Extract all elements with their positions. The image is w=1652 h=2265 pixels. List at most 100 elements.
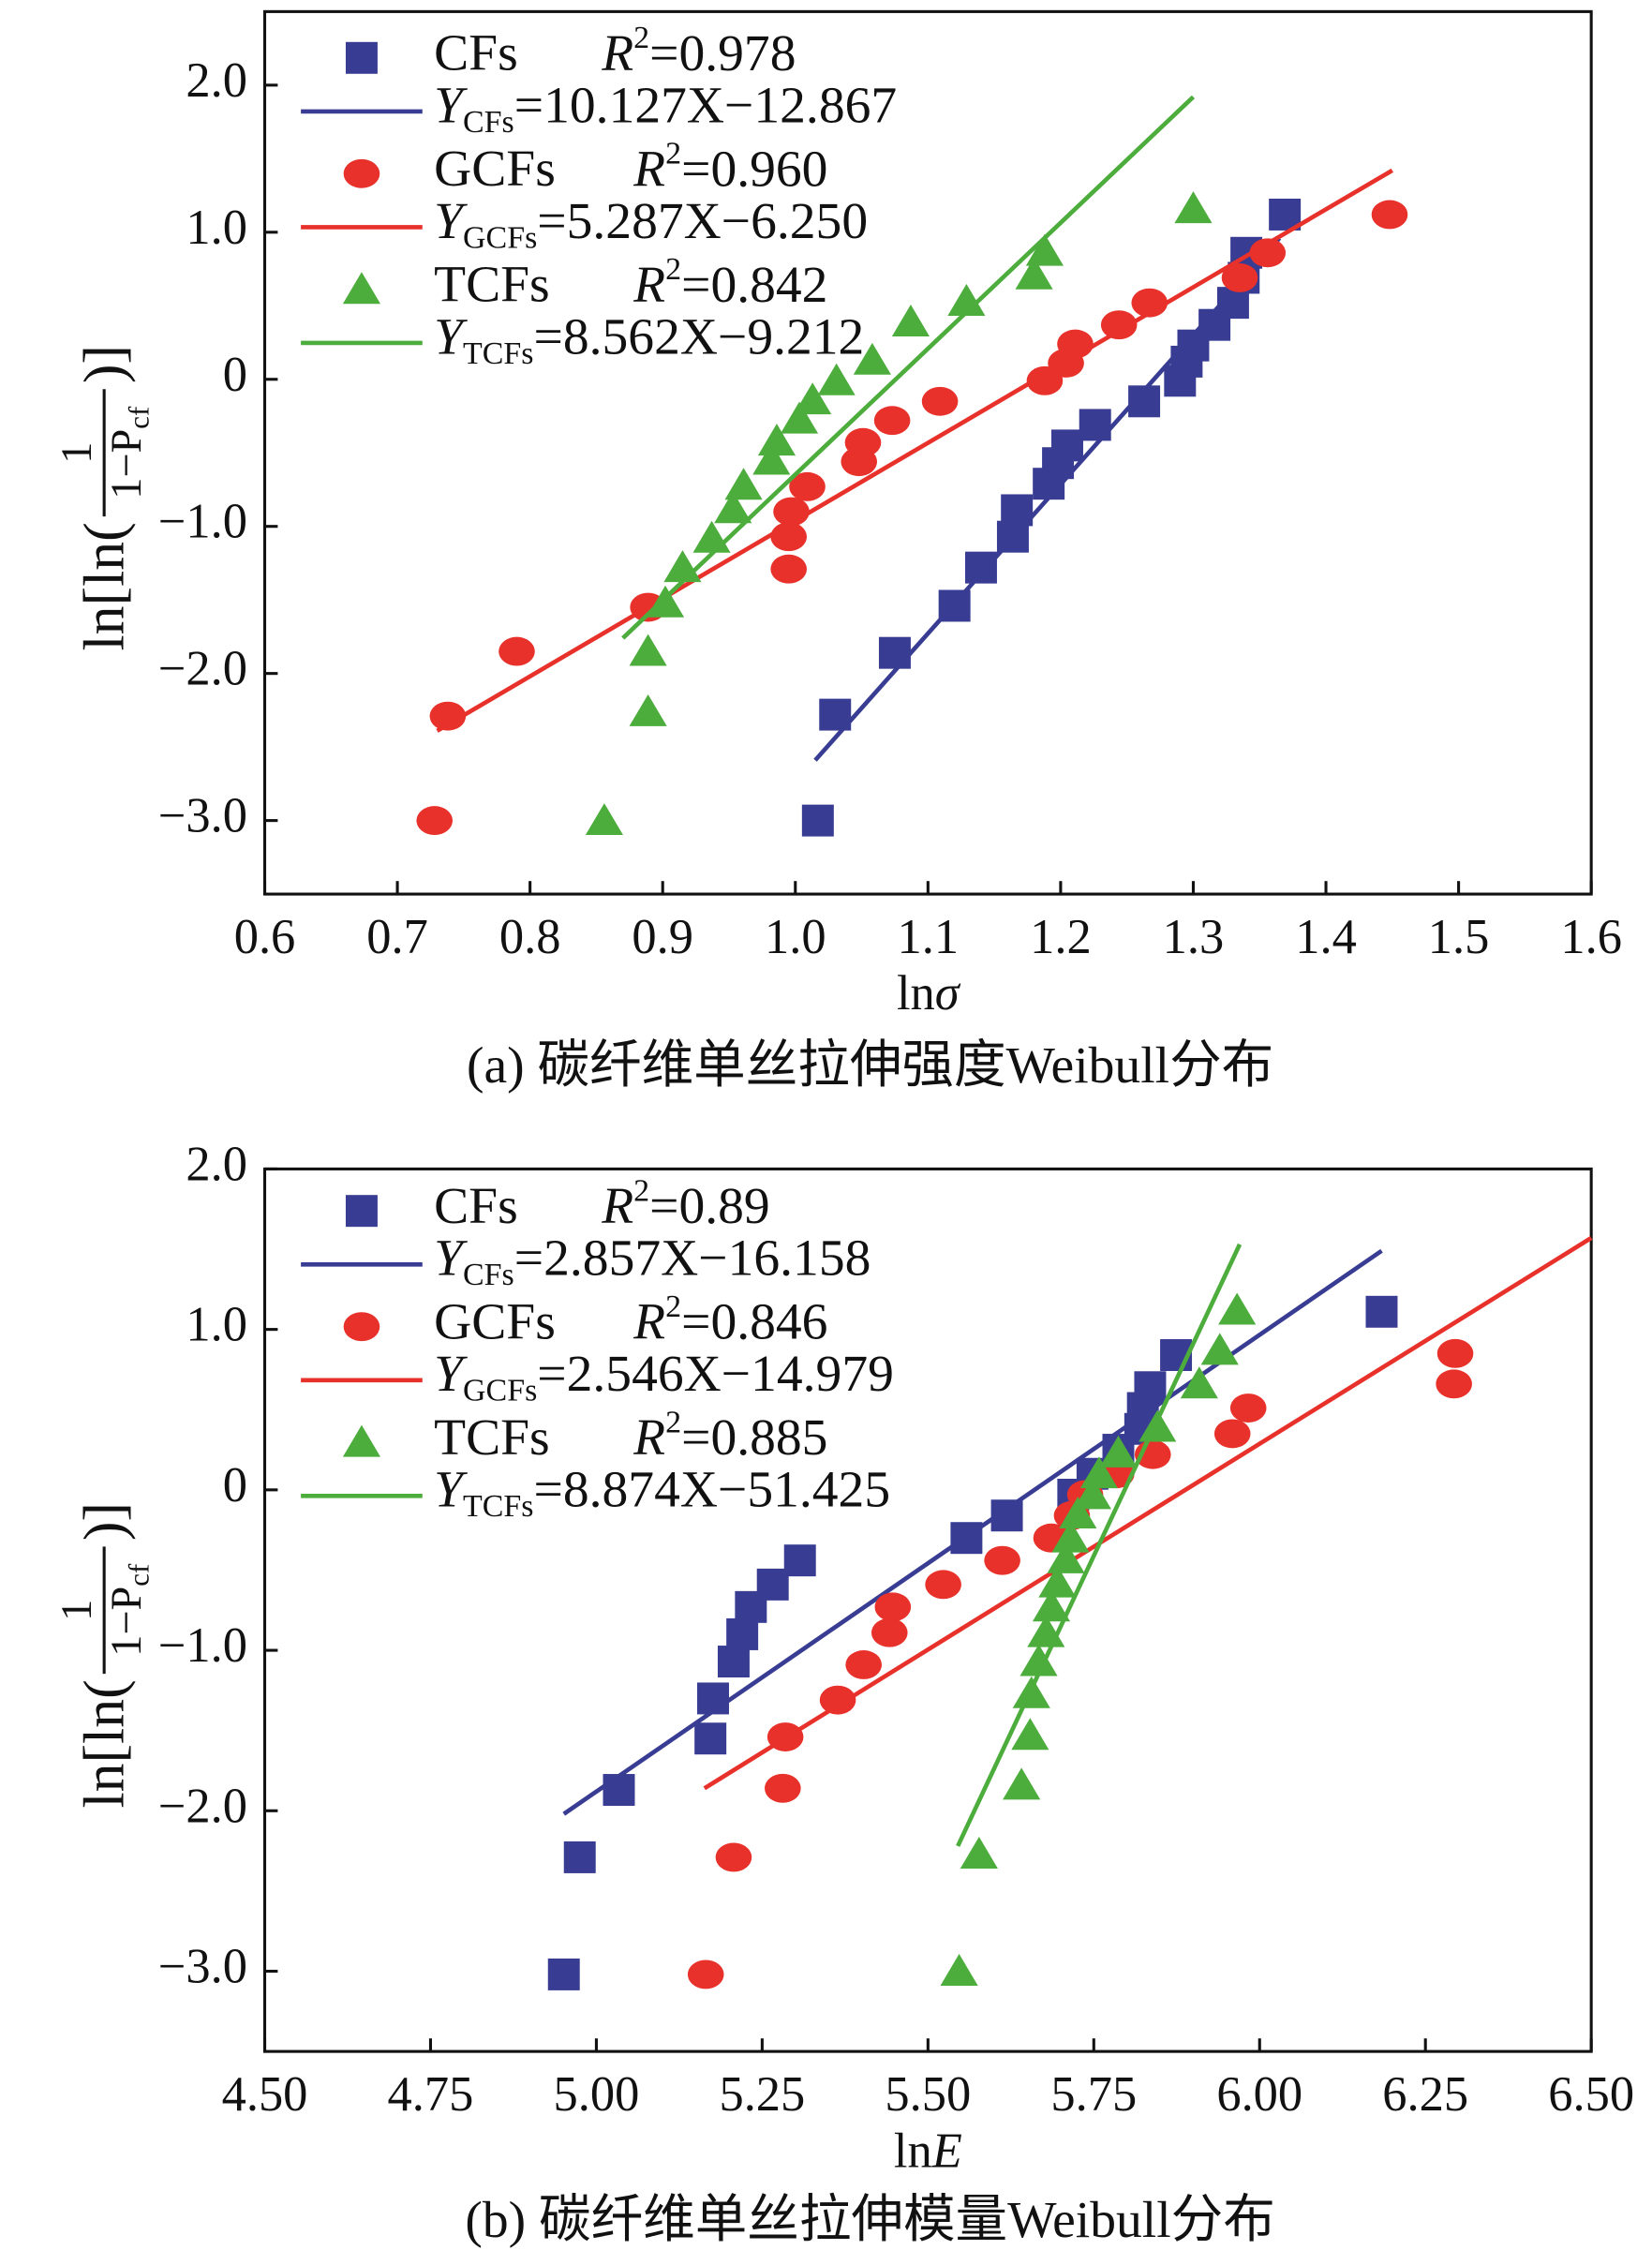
legend-name: GCFs xyxy=(434,140,556,198)
y-tick-label: 0 xyxy=(223,348,247,402)
marker-triangle xyxy=(891,305,930,336)
marker-square xyxy=(1365,1295,1398,1328)
legend-fit: YGCFs=5.287X−6.250 xyxy=(434,192,868,255)
y-tick-label: −2.0 xyxy=(158,1779,247,1833)
marker-circle xyxy=(1131,288,1168,318)
marker-circle xyxy=(766,1722,804,1751)
marker-circle xyxy=(819,1685,856,1715)
caption: (b) 碳纤维单丝拉伸模量Weibull分布 xyxy=(465,2191,1274,2249)
fit-part: GCFs xyxy=(463,220,537,255)
marker-square xyxy=(964,551,997,584)
chart: 4.50 4.75 5.00 5.25 5.50 5.75 6.00 6.25 6.50 2.0 1… xyxy=(53,1137,1634,2249)
legend-r2: R2=0.842 xyxy=(633,252,827,313)
marker-circle xyxy=(1229,1393,1267,1423)
marker-triangle xyxy=(1073,1477,1111,1510)
marker-triangle xyxy=(1180,1366,1218,1399)
marker-circle xyxy=(1213,1419,1251,1449)
fit-part: Y xyxy=(434,1461,468,1519)
marker-triangle xyxy=(1174,191,1213,224)
marker-triangle xyxy=(1003,1767,1041,1800)
marker-square xyxy=(717,1646,750,1678)
marker-triangle xyxy=(1218,1292,1257,1325)
x-tick-label: 0.6 xyxy=(234,910,296,964)
fit-part: Y xyxy=(434,307,468,365)
y-axis-label: ln[ln(1 1−Pcf)] xyxy=(53,1502,155,1809)
marker-triangle xyxy=(1059,1497,1097,1528)
marker-circle xyxy=(789,471,826,501)
legend-fit: YCFs=2.857X−16.158 xyxy=(434,1229,871,1291)
marker-triangle xyxy=(1025,233,1064,266)
marker-square xyxy=(950,1522,983,1555)
marker-circle xyxy=(1057,329,1094,359)
marker-circle xyxy=(1221,263,1258,292)
y-tick-label: 1.0 xyxy=(186,1298,247,1352)
marker-square xyxy=(990,1499,1023,1532)
marker-triangle xyxy=(1099,1435,1138,1468)
marker-square xyxy=(694,1722,727,1755)
marker-circle xyxy=(984,1545,1020,1575)
marker-triangle xyxy=(663,550,702,583)
marker-triangle xyxy=(794,382,832,415)
fit-part: CFs xyxy=(463,1258,514,1292)
legend-marker xyxy=(342,272,381,305)
y-tick-label: 0 xyxy=(223,1458,247,1512)
y-tick-label: 1.0 xyxy=(186,201,247,255)
marker-square xyxy=(1128,385,1161,418)
legend-r2: R2=0.885 xyxy=(633,1405,827,1466)
legend-r2: R2=0.89 xyxy=(601,1173,770,1234)
legend-r2: R2=0.960 xyxy=(633,137,827,198)
y-tick-label: −3.0 xyxy=(158,1940,247,1994)
r2-part: 2 xyxy=(633,1173,649,1208)
fit-part: Y xyxy=(434,76,468,134)
den-text: 1−P xyxy=(103,1587,151,1657)
marker-circle xyxy=(715,1842,752,1872)
r2-part: 2 xyxy=(633,21,649,55)
marker-triangle xyxy=(1051,1520,1090,1553)
y-label-suffix: )] xyxy=(72,345,136,383)
legend-marker xyxy=(342,1424,381,1457)
marker-triangle xyxy=(646,585,685,618)
marker-square xyxy=(801,804,834,837)
legend-name: CFs xyxy=(434,1177,518,1235)
legend-marker xyxy=(345,41,378,74)
marker-circle xyxy=(871,1617,908,1647)
r2-part: 2 xyxy=(665,1289,681,1324)
r2-part: R xyxy=(633,1408,665,1467)
fit-part: Y xyxy=(434,1345,468,1403)
marker-square xyxy=(697,1682,729,1715)
x-tick-label: 1.3 xyxy=(1163,910,1225,964)
x-tick-label: 6.50 xyxy=(1548,2067,1634,2122)
marker-triangle xyxy=(1139,1409,1177,1442)
marker-square xyxy=(819,698,852,731)
y-label-prefix: ln[ln( xyxy=(72,1679,136,1808)
marker-square xyxy=(1079,409,1111,441)
x-tick-label: 1.0 xyxy=(765,910,826,964)
marker-circle xyxy=(429,701,467,731)
y-label-prefix: ln[ln( xyxy=(72,522,136,650)
legend-fit: YGCFs=2.546X−14.979 xyxy=(434,1345,894,1408)
x-tick-label: 0.8 xyxy=(499,910,561,964)
fit-part: =2.857X−16.158 xyxy=(514,1229,871,1287)
marker-square xyxy=(547,1958,580,1990)
legend-marker xyxy=(343,158,380,188)
r2-part: =0.842 xyxy=(681,256,827,314)
y-tick-label: −1.0 xyxy=(158,1618,247,1673)
y-label-den: 1−Pcf xyxy=(103,1563,156,1657)
marker-triangle xyxy=(757,424,796,456)
marker-triangle xyxy=(1011,1718,1049,1751)
marker-circle xyxy=(1436,1338,1474,1368)
legend-r2: R2=0.846 xyxy=(633,1289,827,1350)
r2-part: R xyxy=(601,24,633,82)
y-axis-label: ln[ln(1 1−Pcf)] xyxy=(53,345,155,651)
fit-part: TCFs xyxy=(463,336,533,371)
fit-part: =2.546X−14.979 xyxy=(537,1345,894,1403)
marker-square xyxy=(563,1840,596,1873)
y-label-num: 1 xyxy=(53,442,101,464)
r2-part: 2 xyxy=(665,1405,681,1439)
r2-part: 2 xyxy=(665,137,681,171)
r2-part: R xyxy=(633,1292,665,1350)
fit-part: =8.874X−51.425 xyxy=(534,1461,891,1519)
marker-circle xyxy=(921,386,959,416)
marker-circle xyxy=(687,1960,724,1989)
y-tick-label: −2.0 xyxy=(158,642,247,696)
